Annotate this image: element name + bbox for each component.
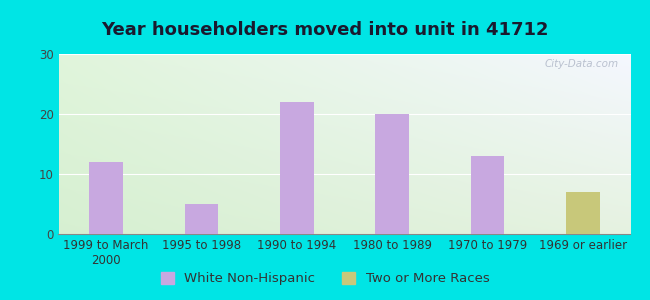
Bar (471, 156, 504, 234)
Legend: White Non-Hispanic, Two or More Races: White Non-Hispanic, Two or More Races (155, 266, 495, 290)
Bar (90, 162, 123, 234)
Bar (376, 114, 409, 234)
Text: Year householders moved into unit in 41712: Year householders moved into unit in 417… (101, 21, 549, 39)
Text: City-Data.com: City-Data.com (545, 59, 619, 69)
Bar (566, 192, 599, 234)
Bar (185, 204, 218, 234)
Bar (280, 102, 313, 234)
